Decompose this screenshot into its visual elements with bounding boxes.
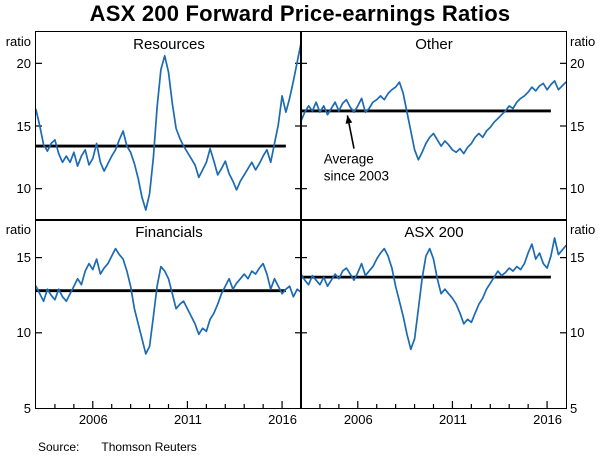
x-axis-tick-label: 2011	[438, 412, 467, 427]
y-axis-tick-label: 5	[570, 400, 578, 416]
panel-title-financials: Financials	[135, 224, 203, 241]
panel-title-asx200: ASX 200	[404, 224, 464, 241]
y-axis-unit-label: ratio	[570, 33, 596, 49]
annotation-text: since 2003	[324, 169, 389, 184]
y-axis-tick-label: 15	[16, 118, 31, 134]
x-axis-tick-label: 2006	[343, 412, 373, 427]
panel-financials-plot	[36, 247, 301, 408]
source-note: Source: Thomson Reuters	[38, 440, 197, 454]
y-axis-tick-label: 20	[570, 55, 585, 71]
panel-title-resources: Resources	[133, 36, 205, 53]
panel-title-other: Other	[415, 36, 453, 53]
panel-divider-horizontal	[36, 219, 566, 221]
y-axis-unit-label: ratio	[5, 33, 31, 49]
y-axis-tick-label: 15	[570, 118, 585, 134]
x-axis-tick-label: 2011	[173, 412, 202, 427]
y-axis-tick-label: 15	[570, 250, 585, 266]
annotation-text: Average	[324, 152, 374, 167]
plot-area: Average since 2003	[35, 31, 567, 409]
y-axis-unit-label: ratio	[5, 221, 31, 237]
x-axis-tick-label: 2016	[268, 412, 298, 427]
x-axis-tick-label: 2006	[78, 412, 108, 427]
source-value: Thomson Reuters	[101, 440, 197, 454]
y-axis-tick-label: 10	[570, 181, 585, 197]
chart-title: ASX 200 Forward Price-earnings Ratios	[89, 1, 511, 26]
y-axis-tick-label: 5	[23, 400, 31, 416]
panel-other-plot: Average since 2003	[301, 62, 566, 190]
y-axis-tick-label: 10	[16, 325, 31, 341]
panel-asx200-plot	[301, 237, 566, 408]
x-axis-tick-label: 2016	[533, 412, 563, 427]
source-label: Source:	[38, 440, 80, 454]
y-axis-tick-label: 20	[16, 55, 31, 71]
y-axis-unit-label: ratio	[570, 221, 596, 237]
annotation-arrow-head	[345, 115, 353, 124]
y-axis-tick-label: 10	[16, 181, 31, 197]
y-axis-tick-label: 10	[570, 325, 585, 341]
y-axis-tick-label: 15	[16, 250, 31, 266]
panel-resources-plot	[36, 42, 301, 211]
